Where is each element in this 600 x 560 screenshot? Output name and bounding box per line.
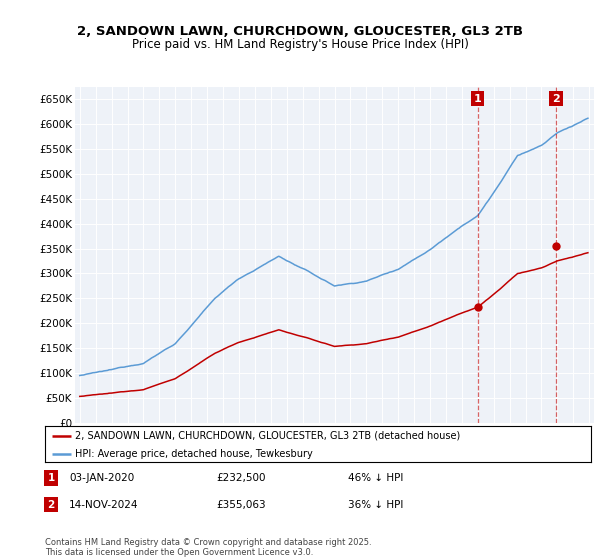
Text: £232,500: £232,500 — [216, 473, 265, 483]
Text: £355,063: £355,063 — [216, 500, 266, 510]
Text: 2, SANDOWN LAWN, CHURCHDOWN, GLOUCESTER, GL3 2TB: 2, SANDOWN LAWN, CHURCHDOWN, GLOUCESTER,… — [77, 25, 523, 38]
Text: 14-NOV-2024: 14-NOV-2024 — [69, 500, 139, 510]
Text: 2: 2 — [47, 500, 55, 510]
Text: 03-JAN-2020: 03-JAN-2020 — [69, 473, 134, 483]
Text: 36% ↓ HPI: 36% ↓ HPI — [348, 500, 403, 510]
Text: 46% ↓ HPI: 46% ↓ HPI — [348, 473, 403, 483]
Text: 1: 1 — [474, 94, 482, 104]
Text: 2: 2 — [552, 94, 560, 104]
Text: HPI: Average price, detached house, Tewkesbury: HPI: Average price, detached house, Tewk… — [75, 449, 313, 459]
Text: 2, SANDOWN LAWN, CHURCHDOWN, GLOUCESTER, GL3 2TB (detached house): 2, SANDOWN LAWN, CHURCHDOWN, GLOUCESTER,… — [75, 431, 460, 441]
Text: 1: 1 — [47, 473, 55, 483]
Text: Contains HM Land Registry data © Crown copyright and database right 2025.
This d: Contains HM Land Registry data © Crown c… — [45, 538, 371, 557]
Text: Price paid vs. HM Land Registry's House Price Index (HPI): Price paid vs. HM Land Registry's House … — [131, 38, 469, 51]
